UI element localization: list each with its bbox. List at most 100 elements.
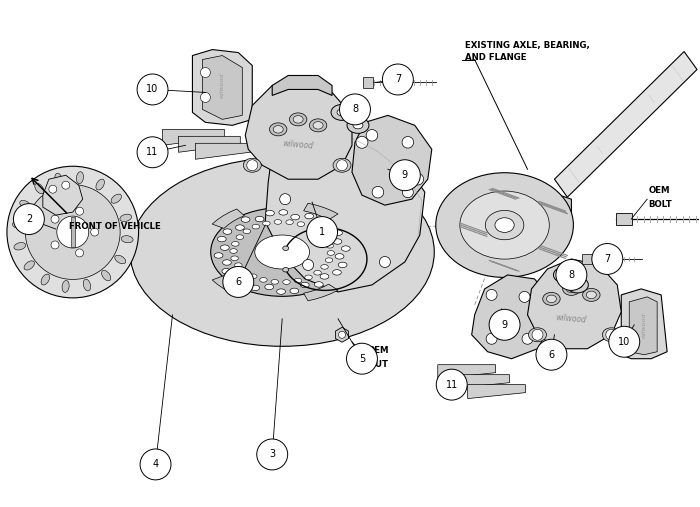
Circle shape — [247, 160, 258, 171]
Circle shape — [337, 160, 347, 171]
Ellipse shape — [279, 210, 288, 215]
Circle shape — [302, 260, 314, 270]
Circle shape — [137, 137, 168, 168]
Ellipse shape — [76, 172, 83, 184]
Text: 11: 11 — [146, 147, 159, 157]
Polygon shape — [23, 185, 89, 265]
Ellipse shape — [220, 245, 229, 250]
Ellipse shape — [333, 158, 351, 172]
Ellipse shape — [273, 126, 284, 133]
Text: 4: 4 — [153, 459, 159, 469]
Ellipse shape — [333, 239, 342, 244]
Circle shape — [339, 331, 346, 338]
Ellipse shape — [283, 246, 288, 250]
Polygon shape — [71, 217, 75, 247]
Ellipse shape — [211, 208, 354, 296]
Ellipse shape — [563, 282, 580, 296]
Ellipse shape — [234, 263, 242, 268]
Circle shape — [356, 136, 368, 148]
Ellipse shape — [223, 229, 232, 234]
Circle shape — [307, 216, 337, 247]
Ellipse shape — [35, 184, 44, 194]
Circle shape — [519, 292, 530, 302]
Circle shape — [200, 67, 211, 78]
Ellipse shape — [120, 214, 132, 222]
Circle shape — [200, 92, 211, 102]
Circle shape — [340, 94, 370, 125]
Ellipse shape — [236, 235, 244, 239]
Ellipse shape — [347, 118, 369, 133]
Circle shape — [13, 204, 44, 235]
Circle shape — [62, 181, 70, 189]
Ellipse shape — [283, 280, 290, 284]
Ellipse shape — [289, 113, 307, 126]
Circle shape — [556, 260, 587, 291]
Circle shape — [51, 215, 59, 223]
Circle shape — [137, 74, 168, 105]
Ellipse shape — [314, 282, 323, 287]
Ellipse shape — [241, 269, 248, 274]
Text: 6: 6 — [548, 350, 554, 360]
Text: 2: 2 — [26, 214, 32, 224]
Ellipse shape — [244, 158, 261, 172]
Polygon shape — [468, 385, 526, 399]
Circle shape — [91, 228, 99, 236]
Ellipse shape — [602, 328, 620, 342]
Polygon shape — [304, 203, 338, 220]
Text: 3: 3 — [270, 449, 275, 459]
Polygon shape — [272, 76, 332, 95]
Ellipse shape — [528, 328, 547, 342]
Polygon shape — [452, 375, 510, 389]
Ellipse shape — [573, 281, 582, 288]
Ellipse shape — [283, 268, 288, 272]
Ellipse shape — [115, 255, 126, 264]
Text: 10: 10 — [618, 337, 631, 347]
Circle shape — [366, 130, 378, 141]
Ellipse shape — [235, 225, 244, 230]
Ellipse shape — [121, 236, 133, 243]
Polygon shape — [629, 297, 657, 355]
Circle shape — [402, 136, 414, 148]
Ellipse shape — [326, 243, 333, 248]
Ellipse shape — [313, 122, 323, 129]
Ellipse shape — [14, 242, 26, 250]
Circle shape — [592, 243, 623, 274]
Ellipse shape — [270, 123, 287, 136]
Ellipse shape — [566, 285, 576, 293]
Circle shape — [49, 185, 57, 193]
Polygon shape — [43, 175, 83, 215]
Polygon shape — [202, 56, 242, 119]
Ellipse shape — [353, 122, 363, 129]
Ellipse shape — [327, 250, 335, 256]
Circle shape — [532, 329, 543, 340]
Ellipse shape — [485, 210, 524, 240]
Polygon shape — [245, 80, 352, 179]
Ellipse shape — [335, 254, 344, 259]
Ellipse shape — [309, 119, 327, 132]
Ellipse shape — [337, 109, 347, 116]
Text: 1: 1 — [319, 227, 325, 237]
Ellipse shape — [326, 223, 335, 229]
Text: OEM: OEM — [648, 186, 670, 195]
Text: 5: 5 — [359, 354, 365, 364]
Ellipse shape — [271, 279, 279, 284]
Text: FRONT OF VEHICLE: FRONT OF VEHICLE — [69, 222, 160, 231]
Polygon shape — [178, 136, 240, 152]
Circle shape — [140, 449, 171, 480]
Ellipse shape — [24, 261, 34, 270]
Text: wilwood: wilwood — [556, 313, 587, 324]
Circle shape — [346, 343, 377, 374]
Ellipse shape — [25, 185, 120, 279]
Ellipse shape — [265, 284, 274, 289]
Text: 9: 9 — [402, 170, 408, 180]
Text: 8: 8 — [352, 104, 358, 115]
Circle shape — [436, 369, 467, 400]
Ellipse shape — [326, 258, 332, 263]
Text: wilwood: wilwood — [220, 73, 225, 98]
Ellipse shape — [7, 166, 139, 298]
Ellipse shape — [20, 200, 31, 209]
Circle shape — [223, 267, 254, 298]
Polygon shape — [622, 289, 667, 359]
Circle shape — [76, 249, 83, 257]
Ellipse shape — [290, 214, 300, 220]
